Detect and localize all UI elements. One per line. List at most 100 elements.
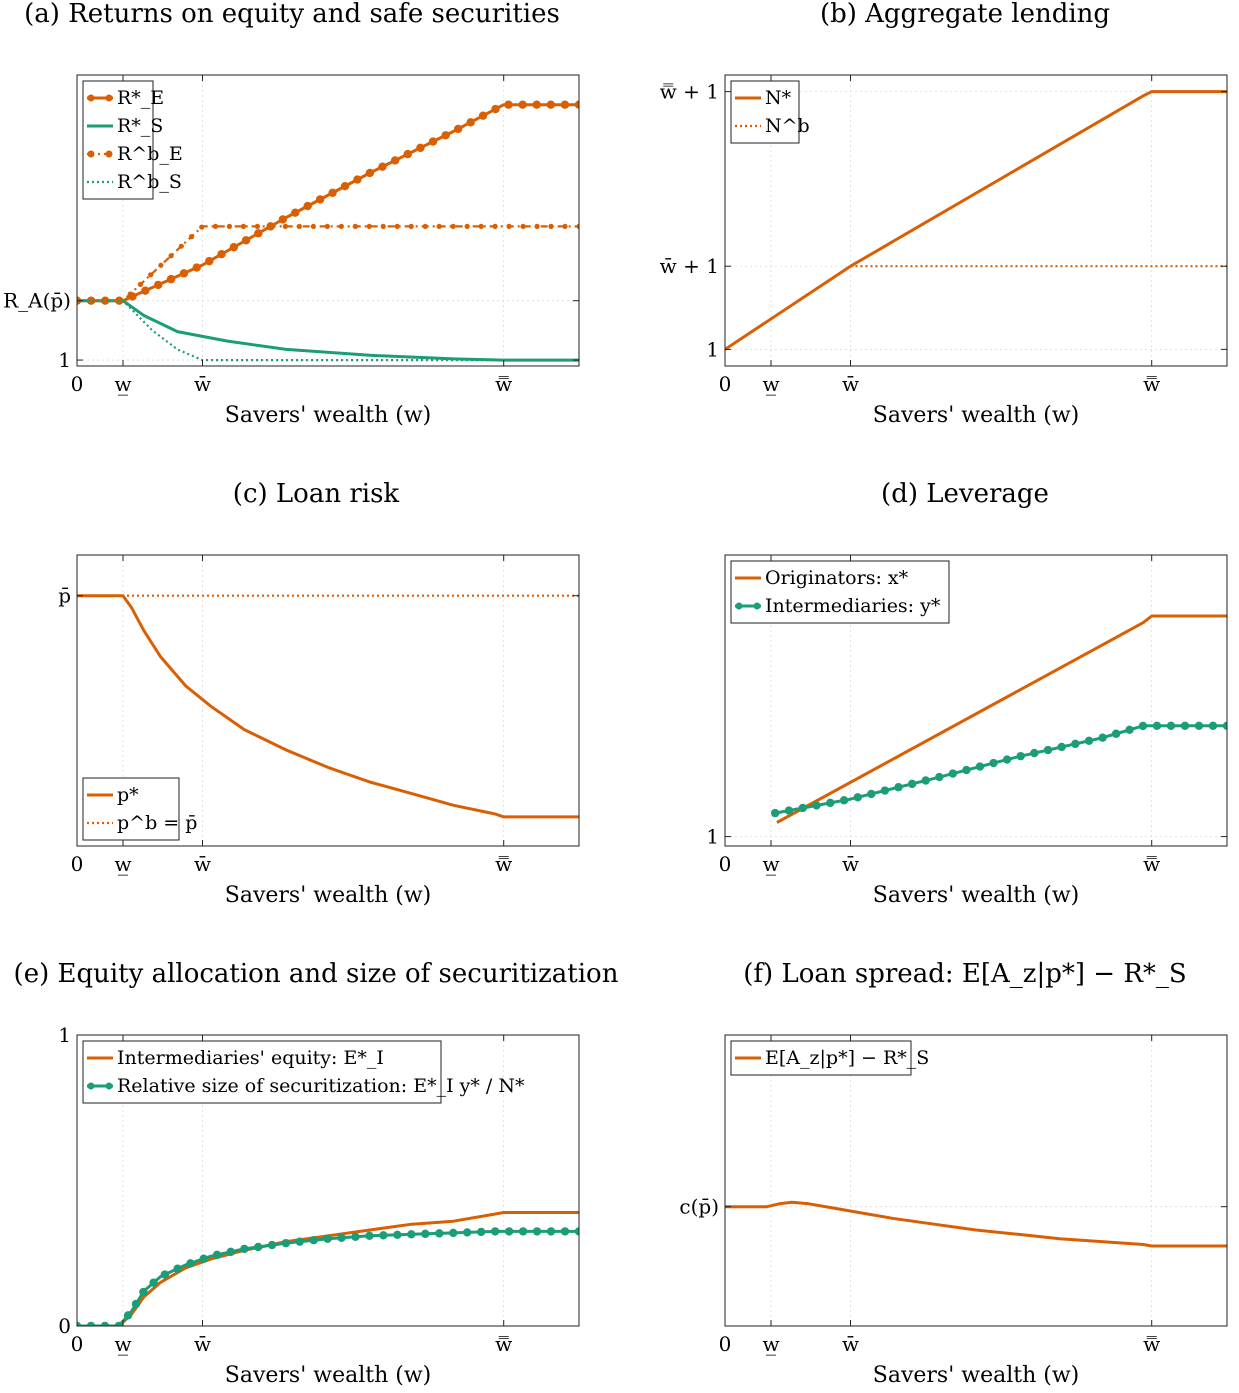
series-marker	[948, 769, 958, 778]
legend-label: R*_S	[117, 115, 163, 137]
series-marker	[102, 298, 108, 304]
panel-f: (f) Loan spread: E[A_z|p*] − R*_S 0 w̲ w̄ w̿…	[679, 959, 1228, 1388]
series-marker	[518, 1227, 528, 1236]
y-tick-label: c(p̄)	[679, 1195, 719, 1219]
series-marker	[812, 801, 821, 810]
series-marker	[192, 263, 201, 272]
y-tick-label: 1	[58, 348, 71, 372]
series-marker	[267, 1240, 277, 1250]
series-marker	[403, 149, 412, 159]
series-marker	[100, 1321, 110, 1326]
series-marker	[212, 1250, 222, 1260]
series-marker	[464, 223, 470, 229]
series-marker	[436, 223, 442, 229]
series-marker	[975, 762, 985, 771]
series-marker	[309, 1236, 318, 1245]
series-marker	[463, 1228, 472, 1237]
series-marker	[1152, 721, 1162, 730]
series-marker	[394, 223, 400, 229]
legend-label: R^b_E	[117, 143, 183, 165]
x-tick-label: w̲	[114, 372, 131, 396]
series-marker	[428, 137, 438, 146]
series-marker	[88, 298, 94, 304]
series-marker	[241, 236, 251, 245]
series-marker	[217, 249, 226, 259]
series-marker	[254, 1242, 263, 1252]
series-marker	[408, 223, 414, 229]
series-marker	[798, 803, 807, 813]
series-marker	[324, 223, 330, 229]
plot-frame	[76, 74, 580, 367]
series-marker	[114, 1321, 124, 1326]
series-marker	[353, 175, 362, 184]
series-marker	[351, 1232, 360, 1241]
x-tick-label: w̄	[842, 372, 859, 396]
series-marker	[771, 808, 780, 818]
x-tick-label: 0	[71, 1332, 84, 1356]
series-marker	[520, 223, 526, 229]
series-marker	[422, 223, 428, 229]
series-marker	[839, 796, 849, 805]
panel-d: (d) Leverage 0 w̲ w̄ w̿ 1 Savers' wealth (w) Or…	[706, 479, 1228, 908]
series-marker	[254, 229, 263, 238]
series-marker	[534, 223, 540, 229]
series-marker	[1194, 721, 1204, 730]
series-marker	[296, 223, 302, 229]
series-marker	[518, 100, 527, 109]
series-marker	[137, 281, 144, 287]
plot-frame	[724, 74, 1228, 367]
series-marker	[921, 776, 930, 785]
series-marker	[378, 162, 387, 171]
plot-frame	[76, 554, 580, 847]
series-marker	[338, 223, 344, 229]
series-marker	[303, 201, 312, 211]
x-axis-label: Savers' wealth (w)	[873, 403, 1080, 428]
y-tick-label: 1	[706, 337, 719, 361]
x-axis-label: Savers' wealth (w)	[225, 883, 432, 908]
x-tick-label: w̄	[194, 852, 211, 876]
legend-label: Originators: x*	[765, 567, 909, 589]
series-marker	[160, 1270, 170, 1279]
plot-area	[725, 1200, 1227, 1248]
series-marker	[560, 1227, 570, 1236]
series-marker	[491, 104, 500, 114]
series-marker	[1098, 733, 1107, 742]
series-marker	[853, 793, 862, 802]
series-marker	[205, 256, 214, 266]
panel-b: (b) Aggregate lending 0 w̲ w̄ w̿ 1 w̄ + 1 w̿ + …	[660, 0, 1228, 428]
plot-area	[725, 90, 1227, 351]
series-marker	[86, 1321, 96, 1326]
panel-title: (c) Loan risk	[233, 479, 400, 509]
series-marker	[77, 1321, 82, 1326]
legend-box	[730, 80, 800, 144]
series-marker	[532, 1227, 542, 1236]
series-marker	[178, 243, 184, 249]
x-tick-label: w̿	[1143, 852, 1160, 876]
x-tick-label: w̿	[1143, 1332, 1160, 1356]
plot-area	[77, 100, 579, 362]
series-marker	[123, 1311, 133, 1320]
series-marker	[1125, 725, 1134, 735]
legend-box	[730, 560, 950, 624]
legend-label: E[A_z|p*] − R*_S	[765, 1047, 929, 1069]
x-tick-label: w̄	[194, 372, 211, 396]
series-marker	[1084, 736, 1094, 746]
panel-title: (b) Aggregate lending	[820, 0, 1110, 29]
y-tick-label: p̄	[58, 584, 71, 608]
panel-e: (e) Equity allocation and size of securi…	[14, 959, 619, 1388]
series-marker	[504, 1227, 514, 1236]
series-marker	[141, 286, 150, 295]
legend-label: R*_E	[117, 87, 164, 109]
series-marker	[337, 1233, 346, 1242]
x-tick-label: w̲	[762, 852, 779, 876]
x-tick-label: w̲	[762, 1332, 779, 1356]
series-marker	[393, 1230, 402, 1240]
series-marker	[212, 223, 219, 229]
series-marker	[352, 223, 358, 229]
plot-frame	[76, 1034, 580, 1327]
y-tick-label: 0	[58, 1314, 71, 1338]
series-marker	[490, 1227, 500, 1236]
series-marker	[199, 1254, 208, 1263]
x-tick-label: w̲	[114, 852, 131, 876]
